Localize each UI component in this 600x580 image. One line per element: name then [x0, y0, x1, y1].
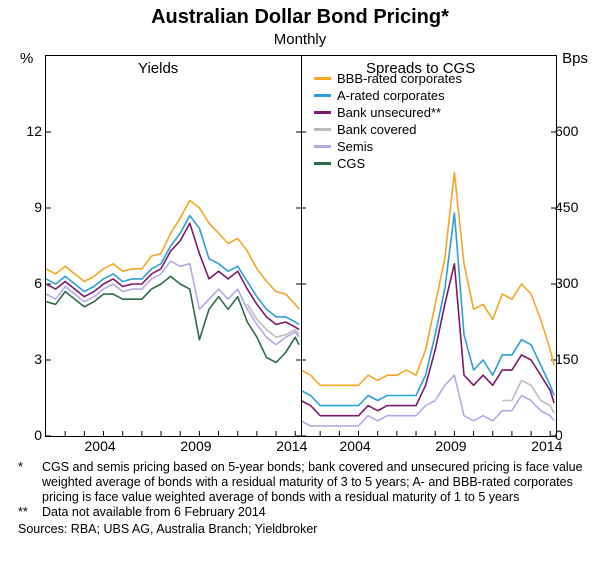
series-line: [46, 276, 299, 362]
chart-title: Australian Dollar Bond Pricing*: [0, 0, 600, 29]
series-line: [46, 223, 299, 329]
y-tick-left: 0: [12, 427, 42, 443]
legend-label: Semis: [337, 138, 373, 155]
x-tick-label: 2014: [531, 438, 562, 454]
y-tick-right: 150: [555, 351, 590, 367]
series-line: [301, 375, 554, 426]
chart-container: Australian Dollar Bond Pricing* Monthly …: [0, 0, 600, 580]
legend-item: A-rated corporates: [314, 87, 462, 104]
x-tick-label: 2014: [276, 438, 307, 454]
legend-item: Bank unsecured**: [314, 104, 462, 121]
footnote-dstar: Data not available from 6 February 2014: [42, 505, 266, 520]
y-tick-left: 9: [12, 199, 42, 215]
legend-item: Semis: [314, 138, 462, 155]
legend-label: BBB-rated corporates: [337, 70, 462, 87]
legend-swatch: [314, 145, 331, 148]
legend-item: BBB-rated corporates: [314, 70, 462, 87]
legend-label: A-rated corporates: [337, 87, 445, 104]
legend-swatch: [314, 111, 331, 114]
x-tick-label: 2004: [85, 438, 116, 454]
y-tick-left: 3: [12, 351, 42, 367]
y-axis-right-unit: Bps: [562, 50, 588, 67]
y-tick-right: 300: [555, 275, 590, 291]
legend-swatch: [314, 162, 331, 165]
legend-swatch: [314, 77, 331, 80]
legend-swatch: [314, 128, 331, 131]
y-tick-right: 600: [555, 123, 590, 139]
y-axis-left-unit: %: [20, 50, 33, 67]
series-line: [301, 173, 554, 386]
legend-label: Bank unsecured**: [337, 104, 441, 121]
footnotes: * CGS and semis pricing based on 5-year …: [18, 460, 585, 537]
series-line: [46, 200, 299, 309]
series-line: [46, 216, 299, 325]
footnote-mark-star: *: [18, 460, 42, 505]
panel-left-label: Yields: [138, 60, 178, 77]
legend: BBB-rated corporatesA-rated corporatesBa…: [314, 70, 462, 172]
x-tick-label: 2009: [180, 438, 211, 454]
y-tick-left: 6: [12, 275, 42, 291]
chart-subtitle: Monthly: [0, 31, 600, 48]
y-tick-right: 450: [555, 199, 590, 215]
panel-divider: [301, 56, 302, 436]
x-tick-label: 2009: [435, 438, 466, 454]
y-tick-left: 12: [12, 123, 42, 139]
footnote-star: CGS and semis pricing based on 5-year bo…: [42, 460, 585, 505]
x-tick-label: 2004: [340, 438, 371, 454]
legend-label: Bank covered: [337, 121, 417, 138]
legend-item: Bank covered: [314, 121, 462, 138]
legend-label: CGS: [337, 155, 365, 172]
legend-item: CGS: [314, 155, 462, 172]
plot-area: Yields Spreads to CGS: [45, 55, 557, 437]
legend-swatch: [314, 94, 331, 97]
footnote-mark-dstar: **: [18, 505, 42, 520]
footnote-sources: Sources: RBA; UBS AG, Australia Branch; …: [18, 522, 585, 537]
